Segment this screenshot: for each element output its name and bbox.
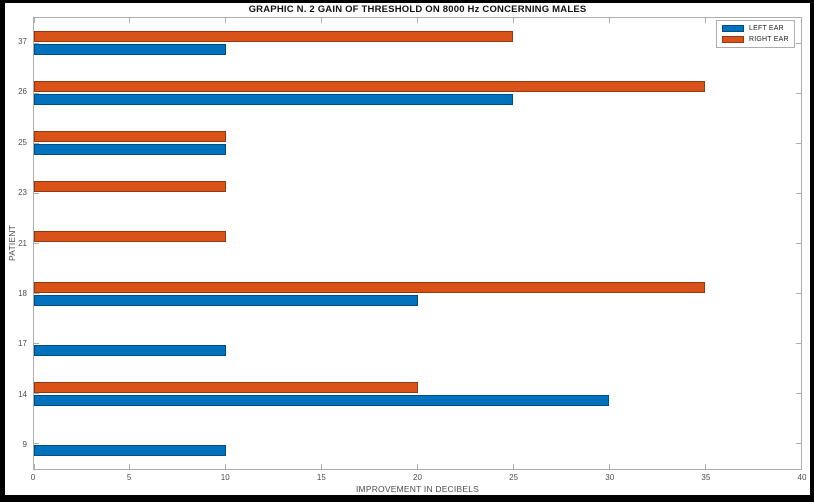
x-tick [512, 18, 514, 23]
x-tick-label: 20 [413, 473, 422, 482]
legend: LEFT EAR RIGHT EAR [716, 20, 795, 48]
y-tick-label: 26 [18, 87, 27, 97]
right-ear-bar [34, 181, 226, 193]
x-tick-label: 30 [605, 473, 615, 482]
y-tick-label: 9 [22, 439, 27, 449]
bar-group-patient-25 [34, 118, 801, 168]
y-tick [796, 343, 801, 345]
y-tick [796, 42, 801, 44]
left-ear-bar [34, 294, 418, 306]
legend-item-right-ear: RIGHT EAR [722, 35, 789, 44]
y-tick [34, 42, 39, 44]
bar-group-patient-14 [34, 369, 801, 419]
y-tick [34, 393, 39, 395]
y-tick [796, 443, 801, 445]
legend-label-right-ear: RIGHT EAR [749, 36, 789, 43]
x-tick [33, 18, 35, 23]
x-tick [704, 464, 706, 469]
x-tick [417, 18, 418, 23]
y-tick [34, 142, 39, 144]
x-tick [608, 18, 610, 23]
right-ear-bar [34, 131, 226, 143]
x-tick [704, 18, 706, 23]
y-tick [34, 92, 39, 94]
x-tick-label: 5 [126, 473, 132, 482]
bar-group-patient-21 [34, 218, 801, 268]
legend-item-left-ear: LEFT EAR [722, 24, 789, 33]
x-tick [225, 18, 227, 23]
x-axis-tick-labels: 0 5 10 15 20 25 30 35 40 [31, 473, 807, 483]
y-tick [796, 243, 801, 244]
left-ear-swatch-icon [722, 25, 744, 32]
x-tick-label: 25 [509, 473, 519, 482]
right-ear-bar [34, 31, 514, 43]
bar-group-patient-26 [34, 68, 801, 118]
y-tick-label: 18 [18, 288, 27, 298]
left-ear-bar [34, 94, 514, 106]
right-ear-swatch-icon [722, 36, 744, 43]
x-tick [321, 464, 323, 469]
bar-group-patient-23 [34, 168, 801, 218]
y-tick-label: 17 [18, 339, 27, 349]
legend-label-left-ear: LEFT EAR [749, 25, 784, 32]
bar-group-patient-9 [34, 419, 801, 469]
x-tick-label: 35 [701, 473, 711, 482]
bar-rows [34, 18, 801, 469]
y-tick-label: 14 [18, 389, 27, 399]
y-axis-tick-labels: 37 26 25 23 21 18 17 14 9 [5, 17, 30, 470]
left-ear-bar [34, 444, 226, 456]
bar-group-patient-18 [34, 269, 801, 319]
x-tick-label: 10 [220, 473, 230, 482]
x-tick [129, 18, 131, 23]
right-ear-bar [34, 281, 706, 293]
left-ear-bar [34, 344, 226, 356]
y-tick [796, 293, 801, 295]
y-tick-label: 23 [18, 188, 27, 198]
y-tick [34, 192, 39, 194]
y-tick [796, 92, 801, 94]
x-tick-label: 40 [797, 473, 807, 482]
x-axis-label: IMPROVEMENT IN DECIBELS [356, 484, 479, 494]
bar-group-patient-17 [34, 319, 801, 369]
bar-group-patient-37 [34, 18, 801, 68]
left-ear-bar [34, 44, 226, 56]
x-tick [512, 464, 514, 469]
x-tick [800, 464, 802, 469]
y-axis-label: PATIENT [7, 224, 17, 262]
left-ear-bar [34, 144, 226, 156]
y-tick [796, 192, 801, 194]
y-tick [796, 142, 801, 144]
x-tick [800, 18, 802, 23]
x-tick [33, 464, 35, 469]
x-tick [225, 464, 227, 469]
x-tick [608, 464, 610, 469]
right-ear-bar [34, 231, 226, 243]
x-tick-label: 0 [30, 473, 36, 482]
x-tick [417, 464, 418, 469]
x-tick [321, 18, 323, 23]
y-tick [34, 293, 39, 295]
y-tick-label: 21 [18, 238, 27, 248]
right-ear-bar [34, 81, 706, 93]
y-tick [34, 443, 39, 445]
y-tick [34, 243, 39, 244]
chart-canvas: GRAPHIC N. 2 GAIN OF THRESHOLD ON 8000 H… [5, 3, 810, 495]
x-tick-label: 15 [316, 473, 326, 482]
y-tick-label: 37 [18, 37, 27, 47]
y-tick [34, 343, 39, 345]
x-tick [129, 464, 131, 469]
y-tick [796, 393, 801, 395]
left-ear-bar [34, 394, 610, 406]
chart-title: GRAPHIC N. 2 GAIN OF THRESHOLD ON 8000 H… [248, 4, 587, 15]
y-tick-label: 25 [18, 137, 27, 147]
right-ear-bar [34, 381, 418, 393]
plot-area [33, 17, 802, 470]
